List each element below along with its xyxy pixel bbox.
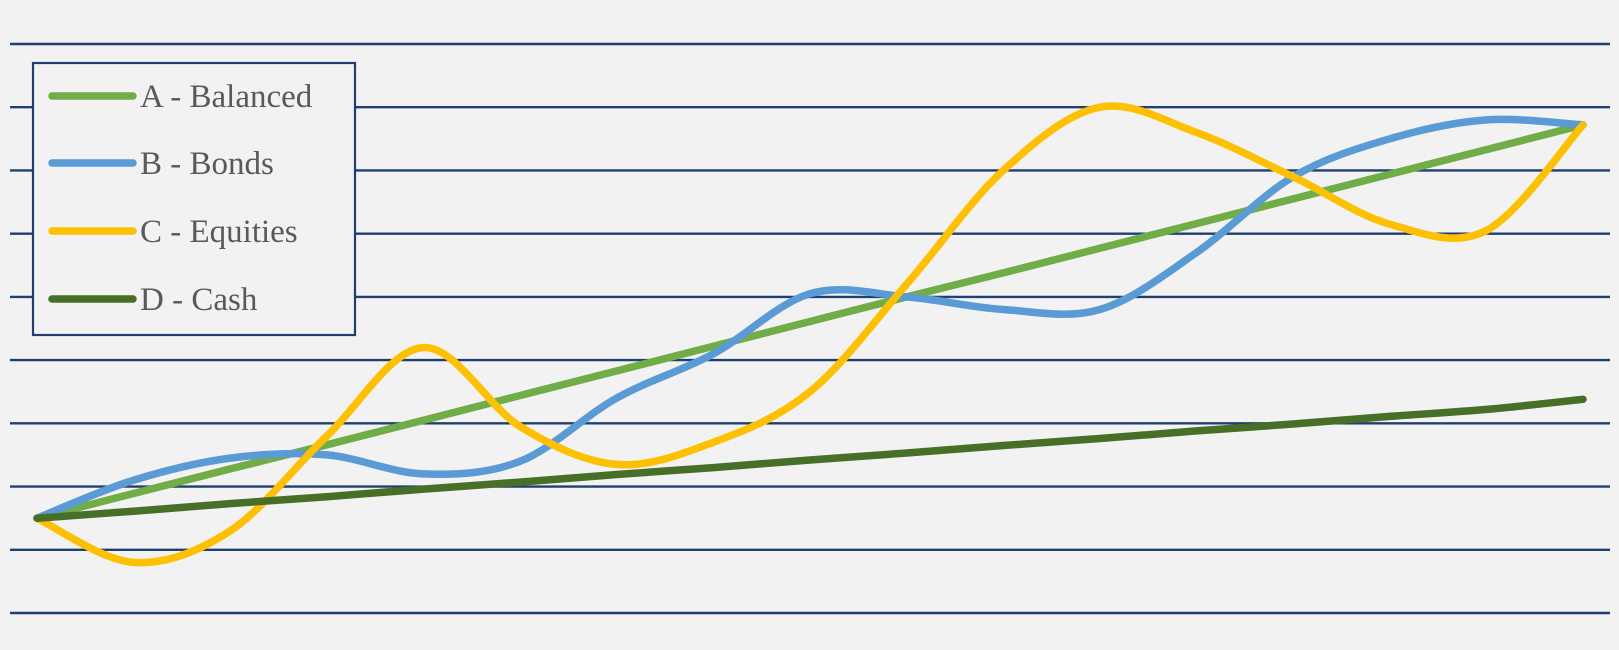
series-line-c [33, 102, 1587, 567]
series-line-d [33, 395, 1587, 522]
legend-label-c: C - Equities [140, 214, 298, 250]
legend-label-b: B - Bonds [140, 146, 274, 182]
legend: A - Balanced B - Bonds C - Equities D - Cas… [31, 61, 357, 337]
series-lines [33, 102, 1587, 567]
legend-label-d: D - Cash [140, 282, 258, 318]
legend-box [31, 61, 357, 337]
legend-label-a: A - Balanced [140, 79, 313, 115]
series-line-b [33, 115, 1587, 522]
